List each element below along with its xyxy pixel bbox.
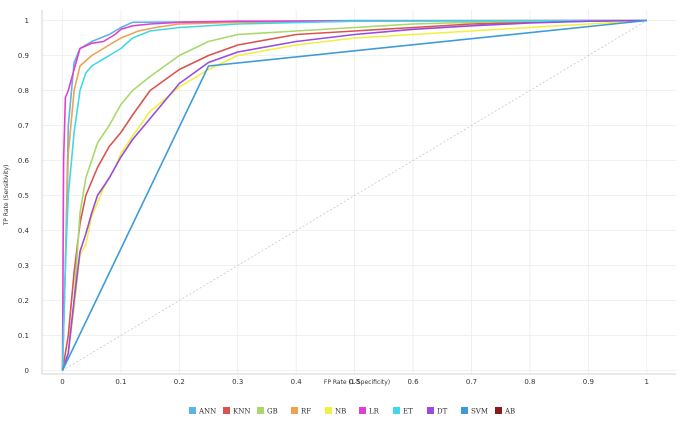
y-tick-label: 0.1: [18, 332, 29, 340]
series-line-svm: [61, 19, 647, 371]
legend-item-knn: KNN: [223, 407, 250, 416]
legend-swatch: [461, 407, 468, 414]
diagonal-reference: [62, 20, 647, 371]
x-tick-label: 0.7: [466, 378, 477, 386]
legend-label: AB: [504, 408, 515, 416]
y-axis-title: TP Rate (Sensitivity): [3, 165, 10, 227]
y-tick-label: 0.3: [18, 262, 29, 270]
y-tick-label: 0.4: [18, 227, 30, 235]
y-tick-label: 0.8: [18, 87, 29, 95]
legend-swatch: [427, 407, 434, 414]
legend-label: GB: [267, 408, 278, 416]
series-line-gb: [61, 19, 647, 371]
series-line-rf: [61, 19, 647, 371]
x-tick-label: 0.2: [174, 378, 185, 386]
series-line-dt: [61, 19, 647, 371]
legend-label: RF: [301, 408, 311, 416]
axes: [41, 10, 676, 375]
series-line-nb: [61, 19, 647, 371]
y-tick-label: 0.5: [18, 192, 29, 200]
legend-item-nb: NB: [325, 407, 346, 416]
legend-swatch: [291, 407, 298, 414]
y-tick-label: 0.6: [18, 157, 30, 165]
legend-swatch: [257, 407, 264, 414]
legend-item-ann: ANN: [189, 407, 216, 416]
legend-swatch: [393, 407, 400, 414]
legend-label: DT: [437, 408, 448, 416]
series-layer: [61, 19, 647, 371]
y-tick-label: 0: [25, 367, 29, 375]
legend-item-lr: LR: [359, 407, 380, 416]
x-tick-label: 0.6: [407, 378, 419, 386]
legend-label: NB: [335, 408, 346, 416]
legend-label: KNN: [233, 408, 250, 416]
legend-swatch: [325, 407, 332, 414]
x-tick-label: 0.4: [291, 378, 303, 386]
y-tick-label: 0.2: [18, 297, 29, 305]
legend-item-rf: RF: [291, 407, 311, 416]
y-tick-label: 0.9: [18, 52, 29, 60]
legend-label: LR: [369, 408, 380, 416]
y-tick-label: 1: [25, 17, 29, 25]
legend-swatch: [223, 407, 230, 414]
legend-swatch: [359, 407, 366, 414]
series-line-knn: [61, 19, 647, 371]
legend: ANN KNN GB RF NB LR ET DT SVM AB: [189, 407, 515, 416]
legend-item-svm: SVM: [461, 407, 488, 416]
legend-label: SVM: [471, 408, 488, 416]
series-line-lr: [61, 19, 647, 371]
legend-item-gb: GB: [257, 407, 278, 416]
legend-swatch: [495, 407, 502, 414]
x-tick-label: 1: [645, 378, 649, 386]
x-tick-label: 0.9: [583, 378, 594, 386]
chance-diagonal-line: [62, 20, 647, 371]
legend-item-ab: AB: [495, 407, 515, 416]
legend-item-et: ET: [393, 407, 413, 416]
grid: [42, 10, 676, 374]
legend-label: ET: [403, 408, 413, 416]
x-tick-label: 0.1: [115, 378, 126, 386]
x-tick-label: 0.8: [524, 378, 535, 386]
tick-labels: 0 0.1 0.2 0.3 0.4 0.5 0.6 0.7 0.8 0.9 1 0 0.1 0.2 0.3 0…: [18, 17, 649, 386]
x-tick-label: 0.5: [349, 378, 360, 386]
legend-item-dt: DT: [427, 407, 448, 416]
y-tick-label: 0.7: [18, 122, 29, 130]
series-line-et: [61, 19, 647, 371]
x-tick-label: 0.3: [232, 378, 243, 386]
x-axis-title: FP Rate (1-Specificity): [324, 379, 390, 386]
x-tick-label: 0: [60, 378, 64, 386]
legend-label: ANN: [198, 408, 216, 416]
legend-swatch: [189, 407, 196, 414]
